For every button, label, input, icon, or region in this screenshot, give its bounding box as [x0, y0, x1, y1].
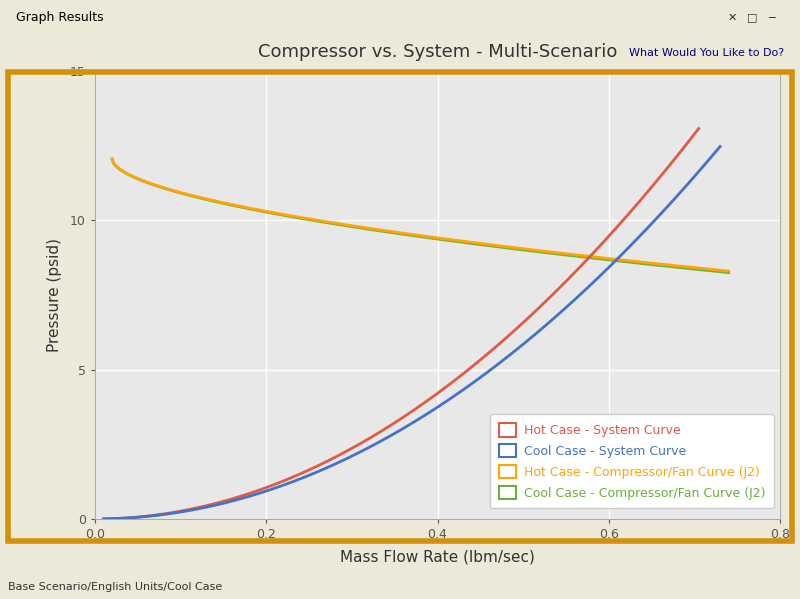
Title: Compressor vs. System - Multi-Scenario: Compressor vs. System - Multi-Scenario [258, 43, 617, 61]
Text: Graph Results: Graph Results [16, 11, 104, 24]
Text: ✕: ✕ [727, 13, 737, 23]
Text: ─: ─ [769, 13, 775, 23]
X-axis label: Mass Flow Rate (lbm/sec): Mass Flow Rate (lbm/sec) [340, 549, 535, 564]
Y-axis label: Pressure (psid): Pressure (psid) [46, 238, 62, 352]
Text: □: □ [746, 13, 758, 23]
Text: What Would You Like to Do?: What Would You Like to Do? [629, 47, 784, 58]
Text: Base Scenario/English Units/Cool Case: Base Scenario/English Units/Cool Case [8, 582, 222, 592]
Legend: Hot Case - System Curve, Cool Case - System Curve, Hot Case - Compressor/Fan Cur: Hot Case - System Curve, Cool Case - Sys… [490, 414, 774, 509]
